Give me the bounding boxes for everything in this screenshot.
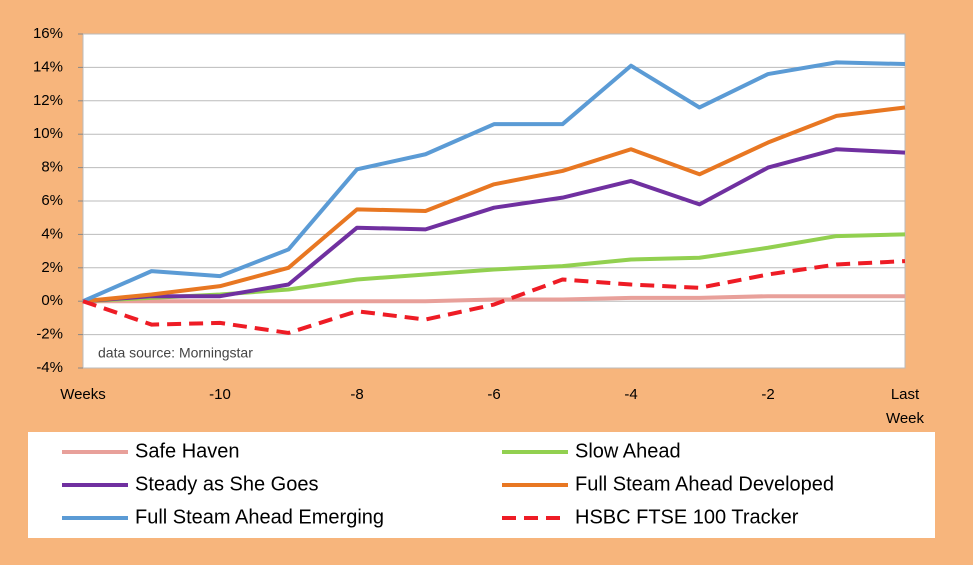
y-tick-label: 16%	[33, 25, 63, 42]
y-tick-label: 8%	[41, 159, 63, 176]
legend-label: Full Steam Ahead Developed	[575, 473, 834, 495]
annotation: data source: Morningstar	[98, 345, 253, 361]
x-tick-label: -8	[350, 386, 363, 403]
series-line	[82, 147, 906, 304]
series-line	[82, 105, 906, 304]
y-tick-label: 2%	[41, 259, 63, 276]
series-line	[83, 294, 905, 304]
y-tick-label: 14%	[33, 58, 63, 75]
y-tick-label: 12%	[33, 92, 63, 109]
series-line	[82, 60, 906, 304]
y-tick-label: 0%	[41, 292, 63, 309]
legend-label: Slow Ahead	[575, 440, 681, 462]
legend	[28, 432, 935, 538]
x-tick-label: -6	[487, 386, 500, 403]
x-tick-label: -2	[761, 386, 774, 403]
x-tick-label: -4	[624, 386, 637, 403]
legend-label: HSBC FTSE 100 Tracker	[575, 506, 799, 528]
legend-label: Full Steam Ahead Emerging	[135, 506, 384, 528]
x-tick-label: -10	[209, 386, 231, 403]
x-tick-label: Weeks	[60, 386, 106, 403]
y-tick-label: 4%	[41, 225, 63, 242]
legend-label: Safe Haven	[135, 440, 240, 462]
x-tick-label: Last Week	[886, 386, 925, 427]
y-tick-label: 10%	[33, 125, 63, 142]
y-tick-label: -2%	[36, 326, 63, 343]
y-tick-label: 6%	[41, 192, 63, 209]
legend-label: Steady as She Goes	[135, 473, 318, 495]
series-line	[82, 259, 906, 335]
y-tick-label: -4%	[36, 359, 63, 376]
